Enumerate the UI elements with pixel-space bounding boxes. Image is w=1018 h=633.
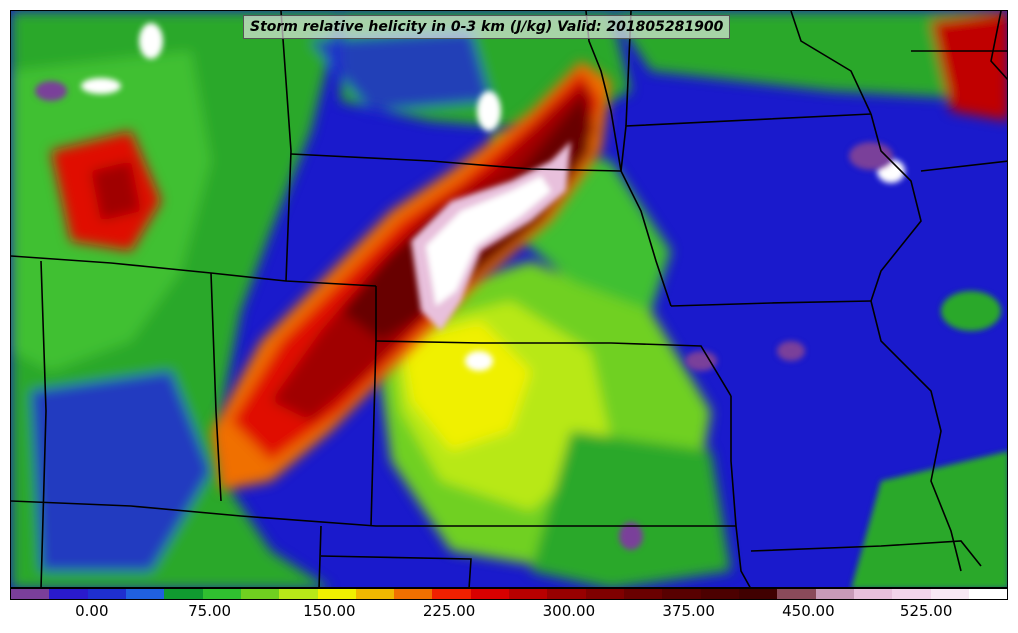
colorbar-swatch bbox=[853, 589, 893, 599]
colorbar-swatch bbox=[240, 589, 280, 599]
helicity-map bbox=[10, 10, 1008, 588]
colorbar-swatch bbox=[164, 589, 203, 599]
colorbar-swatch bbox=[355, 589, 395, 599]
colorbar-tick-label: 0.00 bbox=[75, 602, 109, 620]
colorbar-swatch bbox=[815, 589, 854, 599]
colorbar-swatch bbox=[738, 589, 778, 599]
colorbar-swatch bbox=[892, 589, 931, 599]
colorbar-swatch bbox=[700, 589, 739, 599]
map-title: Storm relative helicity in 0-3 km (J/kg)… bbox=[243, 15, 731, 39]
colorbar-swatch bbox=[279, 589, 318, 599]
colorbar-swatch bbox=[777, 589, 816, 599]
colorbar-tick-label: 75.00 bbox=[188, 602, 232, 620]
colorbar-swatch bbox=[11, 589, 50, 599]
colorbar-tick-label: 150.00 bbox=[303, 602, 356, 620]
colorbar-swatch bbox=[968, 589, 1008, 599]
colorbar-swatch bbox=[317, 589, 356, 599]
colorbar-swatch bbox=[87, 589, 126, 599]
colorbar-swatch bbox=[49, 589, 88, 599]
colorbar-swatch bbox=[547, 589, 586, 599]
colorbar-swatch bbox=[585, 589, 624, 599]
field-east-purple bbox=[35, 81, 1007, 587]
state-boundaries bbox=[11, 11, 1007, 587]
helicity-map-svg bbox=[11, 11, 1007, 587]
colorbar-swatch bbox=[662, 589, 701, 599]
colorbar-swatch bbox=[930, 589, 969, 599]
colorbar-tick-label: 375.00 bbox=[662, 602, 715, 620]
colorbar-swatch bbox=[202, 589, 241, 599]
colorbar-swatch bbox=[432, 589, 471, 599]
colorbar-tick-label: 225.00 bbox=[422, 602, 476, 620]
colorbar-swatch bbox=[125, 589, 165, 599]
colorbar-swatch bbox=[394, 589, 433, 599]
colorbar bbox=[10, 588, 1008, 600]
colorbar-swatch bbox=[509, 589, 548, 599]
colorbar-labels: 0.00 75.00 150.00 225.00 300.00 375.00 450.00 5… bbox=[10, 602, 1008, 624]
colorbar-swatch bbox=[624, 589, 663, 599]
colorbar-tick-label: 450.00 bbox=[782, 602, 835, 620]
field-central-fan bbox=[371, 131, 731, 587]
colorbar-swatch bbox=[470, 589, 510, 599]
field-max-core bbox=[81, 23, 905, 371]
colorbar-tick-label: 300.00 bbox=[542, 602, 596, 620]
colorbar-tick-label: 525.00 bbox=[899, 602, 953, 620]
